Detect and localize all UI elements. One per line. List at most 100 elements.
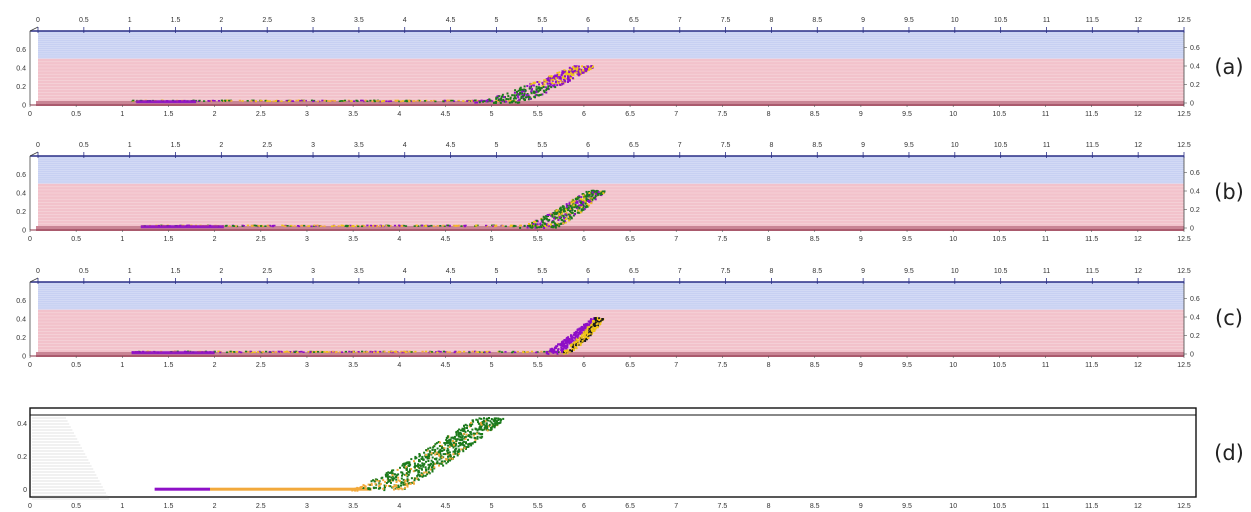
front-particle — [370, 482, 373, 485]
panel-a-bottom-particle — [288, 100, 291, 103]
panel-a-front-particle — [524, 89, 527, 92]
panel-c-front-particle — [590, 318, 592, 321]
panel-b-front-particle — [578, 206, 581, 209]
front-particle — [418, 467, 421, 470]
panel-a-bottom-particle — [266, 100, 269, 103]
front-particle — [431, 448, 434, 451]
front-particle — [445, 462, 448, 465]
front-particle — [462, 430, 465, 432]
panel-b-front-particle — [586, 192, 589, 195]
panel-a-bottom-particle — [289, 99, 292, 102]
panel-c-front-particle — [570, 334, 572, 337]
bottom-tick-label: 0.5 — [71, 362, 81, 369]
right-y-tick-label: 0.6 — [1190, 170, 1200, 177]
top-tick-label: 12.5 — [1177, 142, 1191, 149]
panel-c-bottom-particle — [317, 351, 320, 353]
front-particle — [449, 438, 452, 441]
panel-a-bottom-particle — [264, 99, 267, 102]
panel-a-front-particle — [540, 87, 543, 90]
panel-c-front-particle — [549, 348, 552, 351]
front-particle — [398, 480, 401, 483]
panel-a-front-particle — [567, 76, 569, 78]
front-particle — [418, 460, 420, 463]
panel-a-bottom-particle — [238, 99, 241, 102]
panel-a-bottom-particle — [285, 99, 288, 102]
top-tick-label: 7.5 — [721, 142, 731, 149]
panel-a-front-particle — [571, 70, 574, 73]
panel-b-front-particle — [566, 207, 569, 210]
front-particle — [446, 435, 449, 438]
panel-a-front-particle — [546, 87, 549, 90]
front-particle — [377, 480, 380, 482]
front-particle — [424, 466, 427, 469]
front-particle — [425, 449, 428, 452]
panel-b-bottom-particle — [300, 224, 303, 227]
front-particle — [461, 435, 464, 438]
front-particle — [485, 426, 487, 429]
panel-b-front-particle — [577, 204, 580, 207]
panel-b-front-particle — [583, 197, 585, 199]
panel-a-front-particle — [586, 68, 588, 70]
bottom-tick-label: 1 — [120, 236, 124, 243]
front-particle — [431, 464, 434, 467]
panel-a-front-particle — [545, 89, 548, 92]
panel-c-bottom-particle — [485, 350, 488, 353]
front-particle — [397, 479, 400, 482]
front-particle — [470, 424, 472, 427]
top-tick-label: 6 — [586, 268, 590, 275]
top-tick-label: 6 — [586, 17, 590, 24]
panel-a-bottom-particle — [389, 100, 393, 102]
panel-a-front-particle — [559, 79, 562, 82]
front-particle — [466, 427, 468, 429]
panel-a-front-particle — [508, 101, 511, 104]
front-particle — [459, 432, 462, 434]
panel-c-bottom-particle — [530, 350, 534, 353]
panel-b-front-particle — [594, 196, 597, 199]
front-particle — [419, 454, 421, 457]
panel-a-front-particle — [567, 81, 569, 83]
panel-a-bottom-particle — [462, 100, 465, 102]
front-particle — [386, 473, 389, 476]
panel-b-bottom-particle — [372, 225, 375, 227]
front-particle — [425, 468, 427, 471]
front-particle — [405, 472, 408, 475]
panel-c-front-particle — [563, 342, 566, 345]
panel-c-bottom-particle — [314, 351, 317, 353]
panel-b-front-particle — [591, 194, 594, 197]
front-particle — [456, 454, 459, 457]
panel-c-bottom-particle — [298, 351, 301, 353]
panel-a-front-particle — [503, 96, 506, 98]
panel-a-bottom-particle — [466, 100, 469, 102]
panel-a-front-particle — [582, 71, 585, 74]
panel-c-bottom-particle — [401, 351, 404, 354]
panel-a-front-particle — [580, 72, 583, 74]
panel-b-bottom-particle — [242, 225, 245, 227]
panel-c-front-particle — [574, 337, 577, 340]
bottom-tick-label: 2 — [213, 111, 217, 118]
front-particle — [458, 428, 461, 431]
panel-a-front-particle — [576, 68, 578, 71]
front-particle — [415, 456, 418, 459]
right-y-tick-label: 0.6 — [1190, 45, 1200, 52]
panel-c-front-particle — [598, 319, 601, 321]
panel-b-front-particle — [542, 215, 545, 218]
panel-a-front-particle — [554, 81, 557, 84]
panel-a-front-particle — [592, 65, 594, 68]
front-particle — [442, 464, 445, 467]
panel-b-front-particle — [560, 212, 563, 215]
front-particle — [406, 485, 409, 488]
panel-a-bottom-particle — [211, 99, 214, 102]
panel-b-bottom-particle — [286, 225, 289, 227]
panel-a-bottom-particle — [353, 100, 356, 102]
front-particle — [377, 487, 380, 490]
panel-a-bottom-particle — [356, 100, 359, 102]
top-tick-label: 12 — [1134, 17, 1142, 24]
front-particle — [420, 458, 423, 460]
front-particle — [442, 453, 445, 456]
panel-a-front-particle — [551, 82, 554, 84]
front-particle — [433, 445, 436, 448]
right-y-tick-label: 0 — [1190, 352, 1194, 359]
front-particle — [405, 467, 408, 470]
panel-a-front-particle — [505, 98, 508, 100]
panel-b-front-particle — [576, 201, 579, 204]
